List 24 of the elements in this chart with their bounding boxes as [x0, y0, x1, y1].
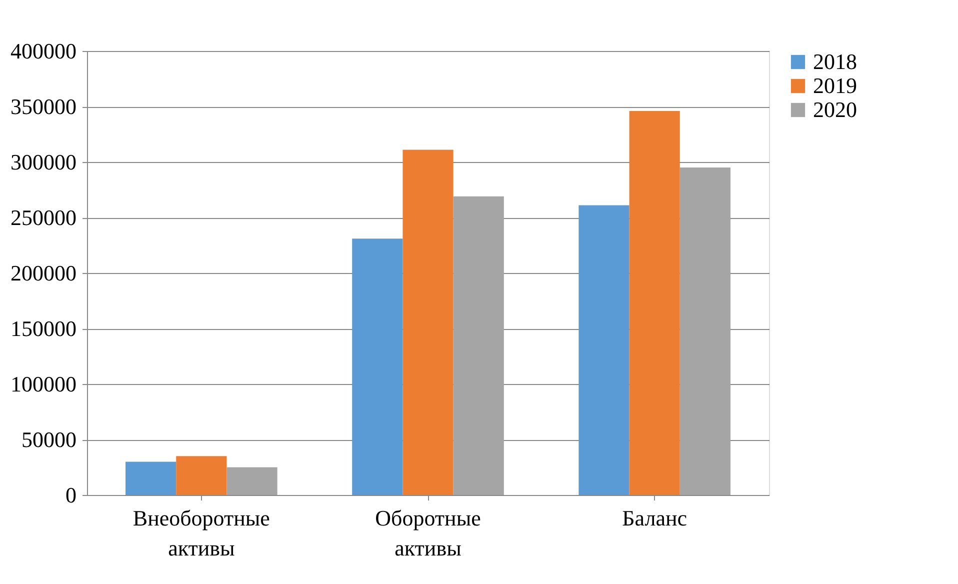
bar: [578, 205, 630, 495]
y-tick-label: 250000: [10, 205, 76, 230]
y-tick-label: 150000: [10, 316, 76, 341]
bar: [680, 168, 730, 495]
y-tick-label: 100000: [10, 372, 76, 396]
y-tick-label: 400000: [10, 38, 76, 64]
y-tick-label: 50000: [22, 427, 76, 452]
x-tick-label: Баланс: [622, 506, 688, 530]
bar: [402, 150, 454, 495]
bar: [126, 462, 176, 495]
legend-label: 2018: [813, 49, 857, 74]
bar: [629, 110, 680, 495]
y-tick-label: 0: [66, 482, 76, 508]
bar: [176, 456, 227, 495]
x-tick-label: Оборотные активы: [375, 506, 481, 560]
legend-label: 2019: [813, 73, 857, 98]
legend-label: 2020: [813, 97, 857, 122]
bar: [453, 196, 504, 495]
y-tick-label: 200000: [10, 260, 76, 286]
bar: [352, 238, 403, 495]
bar: [226, 467, 278, 495]
y-tick-label: 350000: [10, 94, 76, 119]
y-tick-label: 300000: [10, 150, 76, 174]
x-tick-label: Внеоборотные активы: [132, 506, 270, 560]
